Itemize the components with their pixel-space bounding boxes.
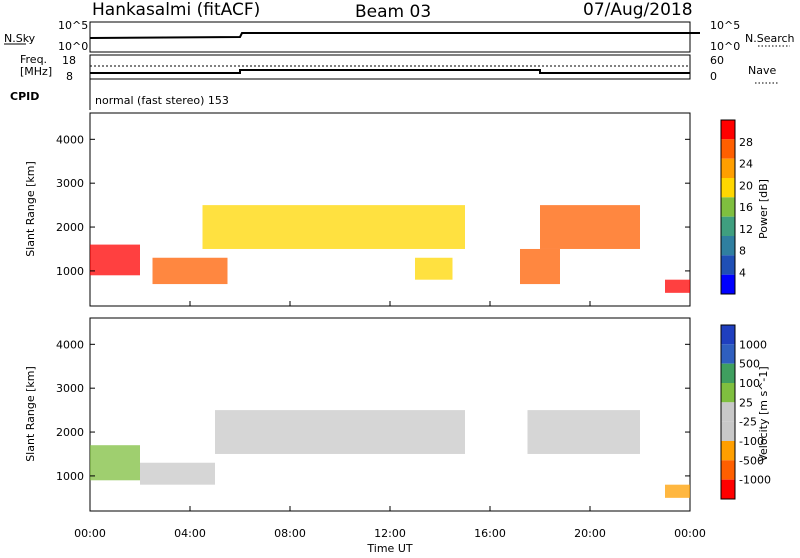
colorbar-tick-label: 16 <box>739 201 753 214</box>
echo-region <box>152 257 228 285</box>
cpid-label: CPID <box>10 90 39 103</box>
colorbar-cell <box>721 325 735 345</box>
colorbar-cell <box>721 421 735 441</box>
colorbar-tick-label: 100 <box>739 377 760 390</box>
colorbar-tick-label: 500 <box>739 358 760 371</box>
echo-region <box>415 257 453 280</box>
beam-title: Beam 03 <box>355 2 431 22</box>
echo-region <box>665 279 690 293</box>
freq-left-tick-top: 18 <box>62 54 76 67</box>
echo-region <box>90 445 140 481</box>
power-cells <box>90 205 690 293</box>
colorbar-cell <box>721 236 735 256</box>
y-tick-label: 2000 <box>56 221 84 234</box>
colorbar-cell <box>721 441 735 461</box>
echo-region <box>520 248 560 285</box>
velocity-colorbar-label: Velocity [m s^-1] <box>757 366 770 461</box>
x-tick-label: 12:00 <box>374 527 406 540</box>
x-tick-label: 04:00 <box>174 527 206 540</box>
velocity-axis: 1000 2000 3000 4000 <box>56 338 690 483</box>
x-tick-label: 16:00 <box>474 527 506 540</box>
freq-label-1: Freq. <box>20 53 47 66</box>
colorbar-cell <box>721 383 735 403</box>
colorbar-cell <box>721 139 735 159</box>
colorbar-tick-label: 1000 <box>739 338 767 351</box>
y-tick-label: 1000 <box>56 470 84 483</box>
noise-left-tick-top: 10^5 <box>58 19 88 32</box>
y-tick-label: 1000 <box>56 265 84 278</box>
noise-sky-trace <box>89 32 700 39</box>
noise-left-label: N.Sky <box>4 32 36 45</box>
freq-trace <box>90 69 690 74</box>
colorbar-tick-label: -500 <box>739 454 764 467</box>
echo-region <box>140 462 215 485</box>
colorbar-tick-label: 25 <box>739 396 753 409</box>
x-axis-label: Time UT <box>366 542 412 554</box>
colorbar-tick-label: 8 <box>739 245 746 258</box>
x-tick-label: 08:00 <box>274 527 306 540</box>
colorbar-tick-label: 4 <box>739 266 746 279</box>
velocity-cells <box>90 410 690 498</box>
colorbar-cell <box>721 197 735 217</box>
y-tick-label: 4000 <box>56 338 84 351</box>
noise-right-tick-bottom: 10^0 <box>710 40 740 53</box>
colorbar-frame <box>720 119 736 295</box>
velocity-ylabel: Slant Range [km] <box>24 366 37 462</box>
y-tick-label: 2000 <box>56 426 84 439</box>
colorbar-cell <box>721 274 735 294</box>
power-colorbar-label: Power [dB] <box>757 179 770 239</box>
power-ylabel: Slant Range [km] <box>24 161 37 257</box>
colorbar-tick-label: -25 <box>739 416 757 429</box>
echo-region <box>202 205 465 249</box>
y-tick-label: 3000 <box>56 382 84 395</box>
colorbar-cell <box>721 402 735 422</box>
echo-region <box>90 244 140 276</box>
colorbar-tick-label: 12 <box>739 223 753 236</box>
colorbar-cell <box>721 178 735 198</box>
colorbar-cell <box>721 344 735 364</box>
colorbar-tick-label: 20 <box>739 179 753 192</box>
power-axis: 1000 2000 3000 4000 <box>56 133 690 278</box>
freq-label-2: [MHz] <box>20 65 52 78</box>
site-title: Hankasalmi (fitACF) <box>92 0 260 20</box>
freq-right-tick-top: 60 <box>710 54 724 67</box>
colorbar-tick-label: 28 <box>739 136 753 149</box>
echo-region <box>215 410 465 454</box>
colorbar-cell <box>721 363 735 383</box>
colorbar-cell <box>721 216 735 236</box>
colorbar-cell <box>721 255 735 275</box>
x-tick-label: 20:00 <box>574 527 606 540</box>
velocity-colorbar: -1000 -500 -100 -25 25 100 500 1000 <box>720 324 771 500</box>
colorbar-cell <box>721 460 735 480</box>
date-title: 07/Aug/2018 <box>583 0 693 20</box>
nave-label: Nave <box>748 64 776 77</box>
y-tick-label: 4000 <box>56 133 84 146</box>
cpid-mode: normal (fast stereo) 153 <box>95 94 229 107</box>
freq-left-tick-bottom: 8 <box>66 70 73 83</box>
colorbar-tick-label: -100 <box>739 435 764 448</box>
colorbar-tick-label: -1000 <box>739 474 771 487</box>
x-axis: 00:00 04:00 08:00 12:00 16:00 20:00 00:00 <box>74 301 706 540</box>
x-tick-label: 00:00 <box>74 527 106 540</box>
colorbar-frame <box>720 324 736 500</box>
noise-right-tick-top: 10^5 <box>710 19 740 32</box>
echo-region <box>540 205 640 249</box>
freq-right-tick-bottom: 0 <box>710 70 717 83</box>
colorbar-cell <box>721 120 735 140</box>
colorbar-cell <box>721 158 735 178</box>
y-tick-label: 3000 <box>56 177 84 190</box>
colorbar-tick-label: 24 <box>739 158 753 171</box>
echo-region <box>527 410 640 454</box>
noise-right-label: N.Search <box>745 32 795 45</box>
colorbar-cell <box>721 479 735 499</box>
x-tick-label: 00:00 <box>674 527 706 540</box>
power-colorbar: 4 8 12 16 20 24 28 <box>720 119 753 295</box>
freq-panel <box>89 54 691 80</box>
echo-region <box>665 484 690 498</box>
noise-left-tick-bottom: 10^0 <box>58 40 88 53</box>
